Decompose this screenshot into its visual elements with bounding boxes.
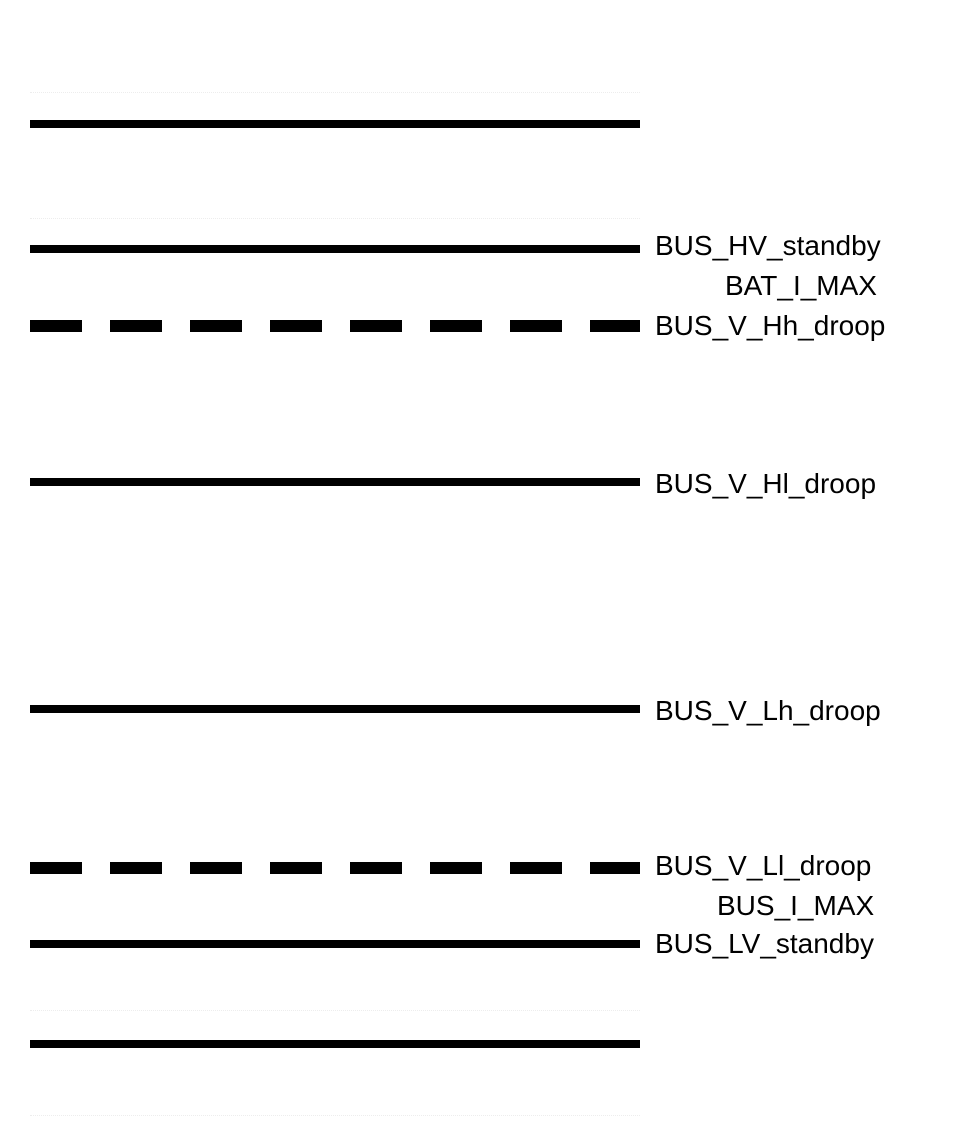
threshold-line-top-faint-2	[30, 218, 640, 221]
threshold-line-line-ll-droop	[30, 862, 640, 874]
voltage-threshold-diagram: BUS_HV_standby BAT_I_MAX BUS_V_Hh_droop BUS…	[0, 0, 974, 1143]
label-hl-droop: BUS_V_Hl_droop	[655, 468, 876, 500]
threshold-line-line-lh-droop	[30, 705, 640, 713]
label-hh-droop: BUS_V_Hh_droop	[655, 310, 885, 342]
label-bus-i-max: BUS_I_MAX	[717, 890, 874, 922]
threshold-line-bottom-faint-1	[30, 1010, 640, 1013]
threshold-line-line-hl-droop	[30, 478, 640, 486]
label-lv-standby: BUS_LV_standby	[655, 928, 874, 960]
threshold-line-line-hv-standby	[30, 245, 640, 253]
threshold-line-line-bottom-solid-1	[30, 1040, 640, 1048]
label-lh-droop: BUS_V_Lh_droop	[655, 695, 881, 727]
threshold-line-line-lv-standby	[30, 940, 640, 948]
label-hv-standby: BUS_HV_standby	[655, 230, 881, 262]
threshold-line-line-hh-droop	[30, 320, 640, 332]
label-ll-droop: BUS_V_Ll_droop	[655, 850, 871, 882]
threshold-line-line-top-solid-1	[30, 120, 640, 128]
threshold-line-bottom-faint-2	[30, 1115, 640, 1118]
label-bat-i-max: BAT_I_MAX	[725, 270, 877, 302]
threshold-line-top-faint-1	[30, 92, 640, 95]
